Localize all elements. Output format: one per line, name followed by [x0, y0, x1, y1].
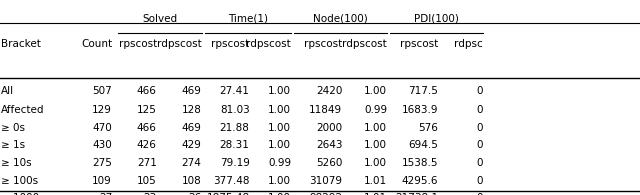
Text: 426: 426 [137, 140, 157, 150]
Text: 717.5: 717.5 [408, 86, 438, 96]
Text: 109: 109 [92, 176, 112, 185]
Text: Bracket: Bracket [1, 39, 41, 49]
Text: 1.01: 1.01 [364, 176, 387, 185]
Text: 26: 26 [188, 193, 202, 195]
Text: 469: 469 [182, 123, 202, 133]
Text: 1.00: 1.00 [268, 140, 291, 150]
Text: 1.00: 1.00 [268, 123, 291, 133]
Text: 128: 128 [182, 105, 202, 115]
Text: 125: 125 [137, 105, 157, 115]
Text: 105: 105 [137, 176, 157, 185]
Text: 23: 23 [143, 193, 157, 195]
Text: 81.03: 81.03 [220, 105, 250, 115]
Text: 507: 507 [92, 86, 112, 96]
Text: 27.41: 27.41 [220, 86, 250, 96]
Text: 0.99: 0.99 [364, 105, 387, 115]
Text: 108: 108 [182, 176, 202, 185]
Text: ≥ 1000s: ≥ 1000s [1, 193, 45, 195]
Text: 98292: 98292 [309, 193, 342, 195]
Text: Solved: Solved [143, 14, 177, 24]
Text: 1875.48: 1875.48 [207, 193, 250, 195]
Text: 429: 429 [182, 140, 202, 150]
Text: ≥ 0s: ≥ 0s [1, 123, 26, 133]
Text: 0: 0 [477, 86, 483, 96]
Text: Count: Count [81, 39, 112, 49]
Text: 0: 0 [477, 176, 483, 185]
Text: 79.19: 79.19 [220, 158, 250, 168]
Text: 1.00: 1.00 [268, 176, 291, 185]
Text: 5260: 5260 [316, 158, 342, 168]
Text: PDI(100): PDI(100) [414, 14, 460, 24]
Text: 275: 275 [92, 158, 112, 168]
Text: 1.00: 1.00 [364, 140, 387, 150]
Text: rpscost: rpscost [211, 39, 250, 49]
Text: 430: 430 [92, 140, 112, 150]
Text: 0: 0 [477, 158, 483, 168]
Text: 469: 469 [182, 86, 202, 96]
Text: 1.01: 1.01 [364, 193, 387, 195]
Text: 2000: 2000 [316, 123, 342, 133]
Text: 377.48: 377.48 [213, 176, 250, 185]
Text: 129: 129 [92, 105, 112, 115]
Text: 28.31: 28.31 [220, 140, 250, 150]
Text: 466: 466 [137, 123, 157, 133]
Text: rdpsc: rdpsc [454, 39, 483, 49]
Text: rdpscost: rdpscost [157, 39, 202, 49]
Text: 0: 0 [477, 123, 483, 133]
Text: 2643: 2643 [316, 140, 342, 150]
Text: 1.00: 1.00 [364, 86, 387, 96]
Text: rpscost: rpscost [304, 39, 342, 49]
Text: All: All [1, 86, 15, 96]
Text: ≥ 10s: ≥ 10s [1, 158, 32, 168]
Text: 31079: 31079 [309, 176, 342, 185]
Text: 466: 466 [137, 86, 157, 96]
Text: Affected: Affected [1, 105, 45, 115]
Text: 274: 274 [182, 158, 202, 168]
Text: 21738.1: 21738.1 [396, 193, 438, 195]
Text: 1683.9: 1683.9 [402, 105, 438, 115]
Text: ≥ 100s: ≥ 100s [1, 176, 38, 185]
Text: rdpscost: rdpscost [342, 39, 387, 49]
Text: 1.00: 1.00 [268, 105, 291, 115]
Text: 21.88: 21.88 [220, 123, 250, 133]
Text: 2420: 2420 [316, 86, 342, 96]
Text: Time(1): Time(1) [228, 14, 268, 24]
Text: rpscost: rpscost [118, 39, 157, 49]
Text: 11849: 11849 [309, 105, 342, 115]
Text: 1.00: 1.00 [268, 86, 291, 96]
Text: 0.99: 0.99 [268, 158, 291, 168]
Text: 694.5: 694.5 [408, 140, 438, 150]
Text: 0: 0 [477, 105, 483, 115]
Text: rdpscost: rdpscost [246, 39, 291, 49]
Text: 1.00: 1.00 [364, 123, 387, 133]
Text: 1538.5: 1538.5 [402, 158, 438, 168]
Text: Node(100): Node(100) [314, 14, 368, 24]
Text: 271: 271 [137, 158, 157, 168]
Text: 576: 576 [419, 123, 438, 133]
Text: 27: 27 [99, 193, 112, 195]
Text: 0: 0 [477, 193, 483, 195]
Text: 1.00: 1.00 [364, 158, 387, 168]
Text: rpscost: rpscost [400, 39, 438, 49]
Text: 4295.6: 4295.6 [402, 176, 438, 185]
Text: ≥ 1s: ≥ 1s [1, 140, 26, 150]
Text: 0: 0 [477, 140, 483, 150]
Text: 1.00: 1.00 [268, 193, 291, 195]
Text: 470: 470 [92, 123, 112, 133]
